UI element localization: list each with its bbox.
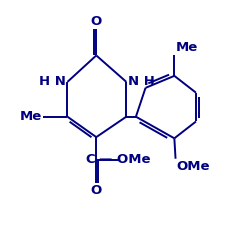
Text: Me: Me: [20, 110, 42, 123]
Text: OMe: OMe: [177, 160, 210, 173]
Text: N H: N H: [128, 75, 154, 88]
Text: — OMe: — OMe: [99, 153, 150, 166]
Text: O: O: [91, 184, 102, 197]
Text: H N: H N: [39, 75, 66, 88]
Text: C: C: [86, 153, 95, 166]
Text: Me: Me: [175, 41, 198, 54]
Text: O: O: [91, 15, 102, 28]
